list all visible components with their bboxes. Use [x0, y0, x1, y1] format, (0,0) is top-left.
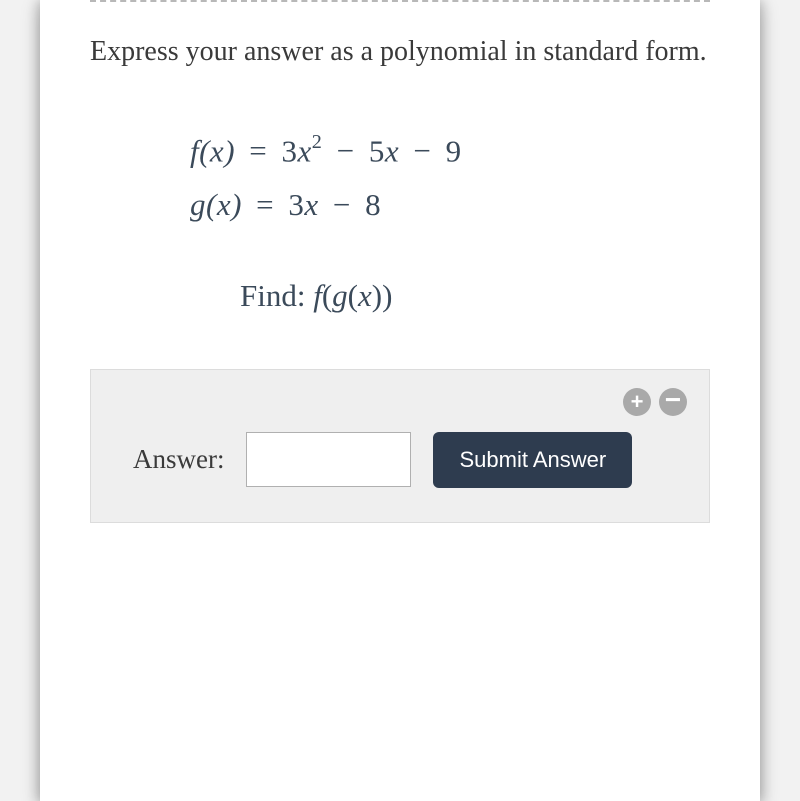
equals2: =: [242, 187, 288, 222]
f-coef-b: 5: [369, 133, 385, 168]
g-coef-a: 3: [288, 187, 304, 222]
g-lhs: g(x): [190, 187, 242, 222]
f-bx: x: [385, 133, 399, 168]
f-lhs: f(x): [190, 133, 235, 168]
top-divider: [90, 0, 710, 2]
zoom-in-button[interactable]: +: [623, 388, 651, 416]
find-g: g: [332, 278, 348, 313]
lp2: (: [348, 278, 358, 313]
rp2: ): [372, 278, 382, 313]
find-label: Find:: [240, 278, 305, 313]
equations-block: f(x) = 3x2 − 5x − 9 g(x) = 3x − 8: [90, 133, 710, 223]
zoom-out-button[interactable]: −: [659, 388, 687, 416]
g-ax: x: [304, 187, 318, 222]
minus1: −: [322, 133, 368, 168]
lp1: (: [322, 278, 332, 313]
find-f: f: [313, 278, 322, 313]
answer-input[interactable]: [246, 432, 411, 487]
find-block: Find: f(g(x)): [90, 278, 710, 314]
f-const: 9: [446, 133, 462, 168]
equation-f: f(x) = 3x2 − 5x − 9: [190, 133, 710, 169]
f-x2: x: [298, 133, 312, 168]
problem-card: Express your answer as a polynomial in s…: [40, 0, 760, 801]
submit-button[interactable]: Submit Answer: [433, 432, 632, 488]
f-exp: 2: [312, 131, 323, 153]
zoom-controls: + −: [113, 388, 687, 416]
answer-row: Answer: Submit Answer: [113, 432, 687, 488]
minus2: −: [399, 133, 445, 168]
equals: =: [235, 133, 281, 168]
rp1: ): [382, 278, 392, 313]
instruction-text: Express your answer as a polynomial in s…: [90, 32, 710, 73]
find-x: x: [358, 278, 372, 313]
equation-g: g(x) = 3x − 8: [190, 187, 710, 223]
g-const: 8: [365, 187, 381, 222]
find-line: Find: f(g(x)): [240, 278, 710, 314]
minus3: −: [319, 187, 365, 222]
answer-label: Answer:: [133, 444, 224, 475]
f-coef-a: 3: [282, 133, 298, 168]
answer-panel: + − Answer: Submit Answer: [90, 369, 710, 523]
